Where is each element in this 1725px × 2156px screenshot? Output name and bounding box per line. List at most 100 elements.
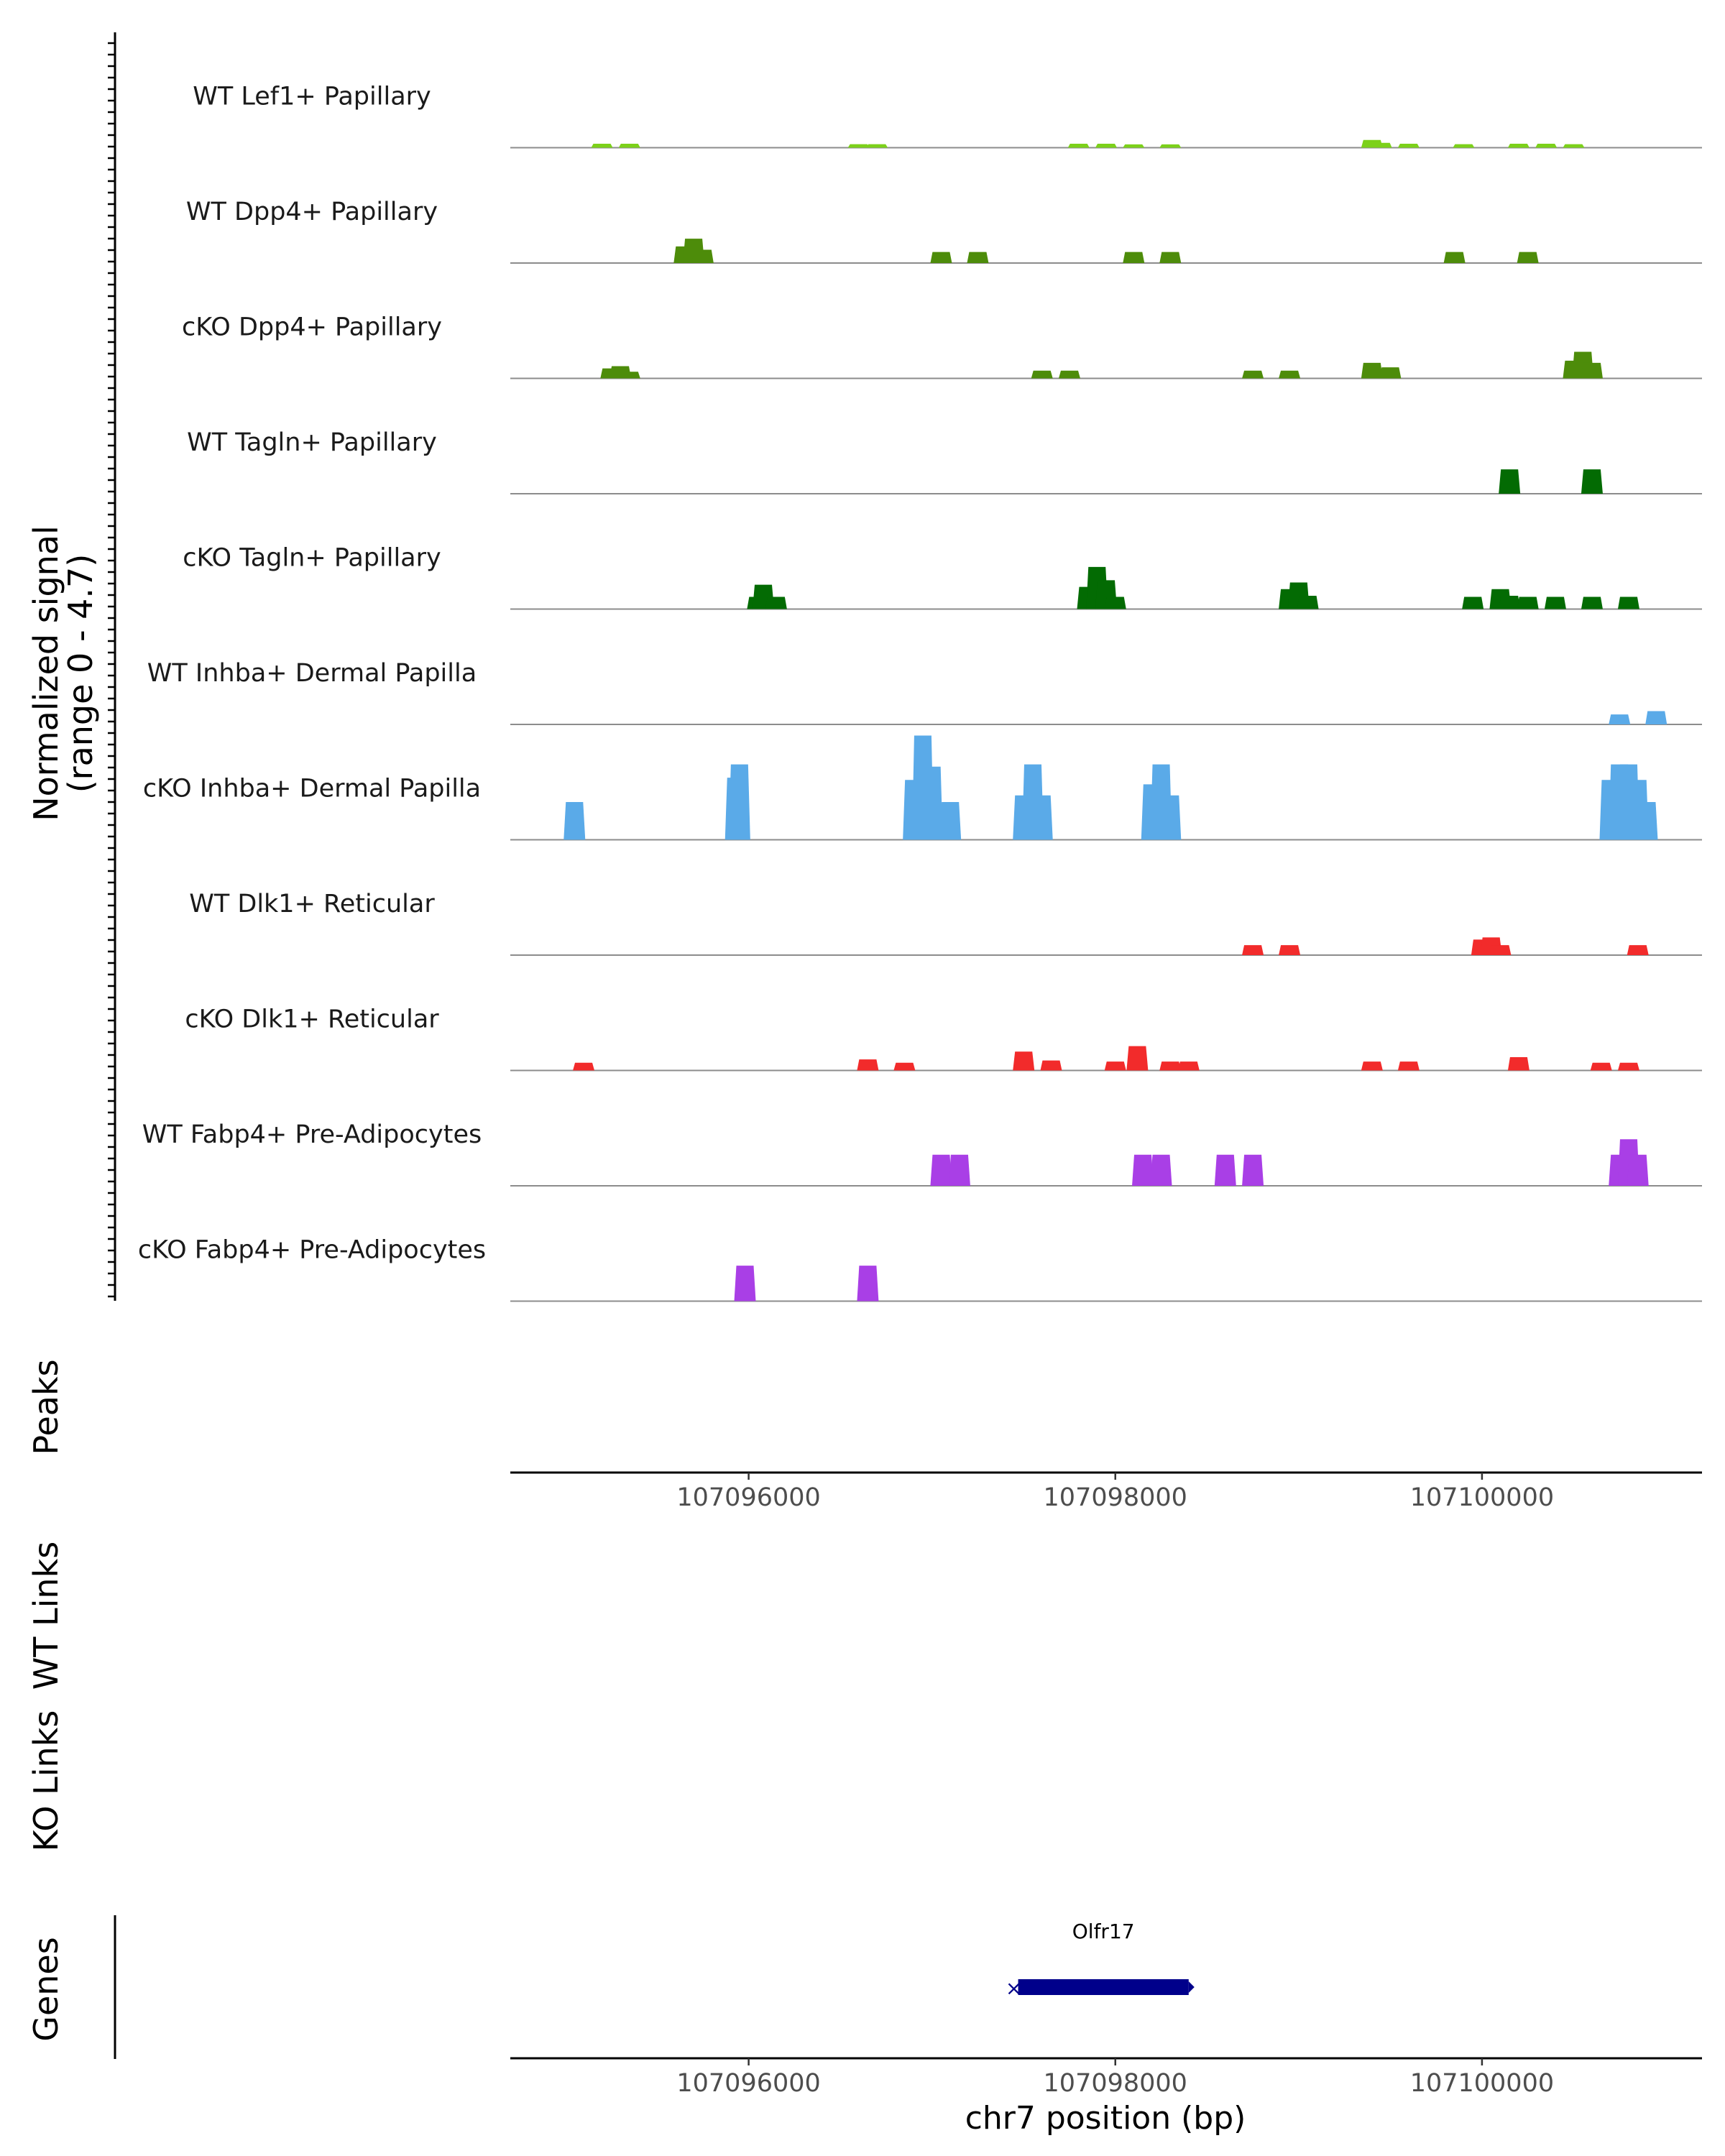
- signal-peak: [1095, 143, 1117, 148]
- signal-peak: [921, 766, 943, 840]
- track: WT Fabp4+ Pre-Adipocytes: [142, 1120, 1702, 1187]
- signal-peak: [1031, 370, 1053, 379]
- x-tick-label: 107098000: [1044, 1483, 1187, 1512]
- track: WT Dlk1+ Reticular: [189, 890, 1702, 956]
- signal-peak: [1013, 1051, 1035, 1071]
- track: WT Inhba+ Dermal Papilla: [147, 659, 1702, 725]
- signal-peak: [1104, 1061, 1126, 1071]
- signal-peak: [1159, 144, 1182, 148]
- track: WT Dpp4+ Papillary: [186, 198, 1702, 264]
- signal-peak: [1214, 1154, 1236, 1186]
- signal-peak: [691, 249, 714, 263]
- signal-peak: [847, 144, 870, 148]
- gene-track: × Olfr17: [1006, 1920, 1195, 2000]
- signal-peak: [573, 1062, 595, 1071]
- signal-peak: [1177, 1061, 1200, 1071]
- signal-peak: [857, 1266, 879, 1302]
- signal-peak: [1627, 945, 1649, 955]
- signal-peak: [1507, 1056, 1530, 1071]
- signal-peak: [1590, 1062, 1612, 1071]
- signal-peak: [1370, 142, 1392, 148]
- track-label: cKO Inhba+ Dermal Papilla: [143, 775, 481, 803]
- signal-peak: [1544, 596, 1566, 609]
- signal-peak: [1489, 945, 1512, 955]
- signal-peak: [1397, 143, 1420, 148]
- signal-peak: [1627, 1154, 1649, 1186]
- signal-peak: [1150, 1154, 1172, 1186]
- track-label: WT Tagln+ Papillary: [187, 428, 437, 457]
- peaks-section-label: Peaks: [27, 1359, 65, 1455]
- x-tick-label: 107100000: [1410, 2069, 1554, 2098]
- signal-peak: [1297, 595, 1319, 609]
- signal-peak: [1397, 1061, 1420, 1071]
- x-tick-label: 107096000: [676, 2069, 820, 2098]
- signal-peak: [734, 1266, 756, 1302]
- track-label: WT Lef1+ Papillary: [193, 83, 431, 111]
- gene-body: [1018, 1979, 1189, 1995]
- signal-peak: [1361, 362, 1383, 379]
- signal-peak: [1617, 596, 1639, 609]
- signal-peak: [939, 802, 962, 840]
- track: cKO Dlk1+ Reticular: [185, 1005, 1702, 1072]
- signal-peak: [1499, 469, 1521, 494]
- signal-peak: [728, 764, 750, 840]
- signal-peak: [1242, 945, 1264, 955]
- signal-peak: [1123, 144, 1145, 148]
- signal-peak: [1159, 252, 1182, 263]
- signal-peak: [1040, 1060, 1062, 1071]
- signal-peak: [1507, 143, 1530, 148]
- signal-peak: [1159, 795, 1182, 840]
- track: cKO Tagln+ Papillary: [183, 544, 1702, 610]
- signal-peak: [1499, 595, 1521, 609]
- signal-peak: [765, 596, 787, 609]
- signal-peak: [857, 1059, 879, 1071]
- x-tick-label: 107098000: [1044, 2069, 1187, 2098]
- signal-peak: [930, 252, 952, 263]
- signal-peak: [1443, 252, 1466, 263]
- wt-links-section-label: WT Links: [27, 1542, 65, 1690]
- ko-links-section-label: KO Links: [27, 1710, 65, 1852]
- signal-peak: [1581, 362, 1603, 379]
- signal-peak: [1581, 596, 1603, 609]
- signal-peak: [1058, 370, 1080, 379]
- signal-peak: [564, 802, 586, 840]
- signal-peak: [930, 1154, 952, 1186]
- signal-peak: [893, 1062, 916, 1071]
- signal-peak: [1126, 1046, 1149, 1071]
- genes-x-axis-ticks: 107096000 107098000 107100000: [676, 2058, 1554, 2098]
- signal-peak: [1636, 802, 1658, 840]
- signal-peak: [618, 372, 640, 379]
- signal-peak: [1279, 370, 1301, 379]
- genes-section-label: Genes: [27, 1937, 65, 2041]
- signal-peak: [1067, 143, 1090, 148]
- gene-end-marker: [1188, 1981, 1195, 1993]
- track: WT Lef1+ Papillary: [193, 83, 1702, 149]
- signal-peak: [1242, 1154, 1264, 1186]
- coverage-tracks: WT Lef1+ Papillary WT Dpp4+ Papillary cKO …: [138, 83, 1702, 1302]
- signal-peak: [1563, 144, 1585, 148]
- signal-peak: [1517, 252, 1539, 263]
- x-tick-label: 107100000: [1410, 1483, 1554, 1512]
- signal-peak: [1279, 945, 1301, 955]
- x-axis-title: chr7 position (bp): [965, 2100, 1246, 2137]
- signal-peak: [1581, 469, 1603, 494]
- signal-peak: [618, 143, 640, 148]
- signal-peak: [1123, 252, 1145, 263]
- signal-peak: [1517, 596, 1539, 609]
- signal-peak: [1609, 714, 1631, 724]
- signal-peak: [1535, 143, 1558, 148]
- signal-peak: [866, 144, 888, 148]
- track-label: cKO Tagln+ Papillary: [183, 544, 441, 573]
- signal-peak: [1132, 1154, 1154, 1186]
- x-tick-label: 107096000: [676, 1483, 820, 1512]
- track-label: cKO Dlk1+ Reticular: [185, 1005, 439, 1034]
- track-label: WT Dlk1+ Reticular: [189, 890, 435, 918]
- coverage-y-axis-ticks: [108, 42, 115, 1298]
- strand-arrow-icon: ×: [1006, 1976, 1022, 2000]
- track: cKO Inhba+ Dermal Papilla: [143, 735, 1702, 841]
- track-label: cKO Dpp4+ Papillary: [182, 313, 442, 342]
- signal-peak: [1617, 1062, 1639, 1071]
- signal-peak: [1242, 370, 1264, 379]
- y-axis-title-line1: Normalized signal: [27, 525, 65, 821]
